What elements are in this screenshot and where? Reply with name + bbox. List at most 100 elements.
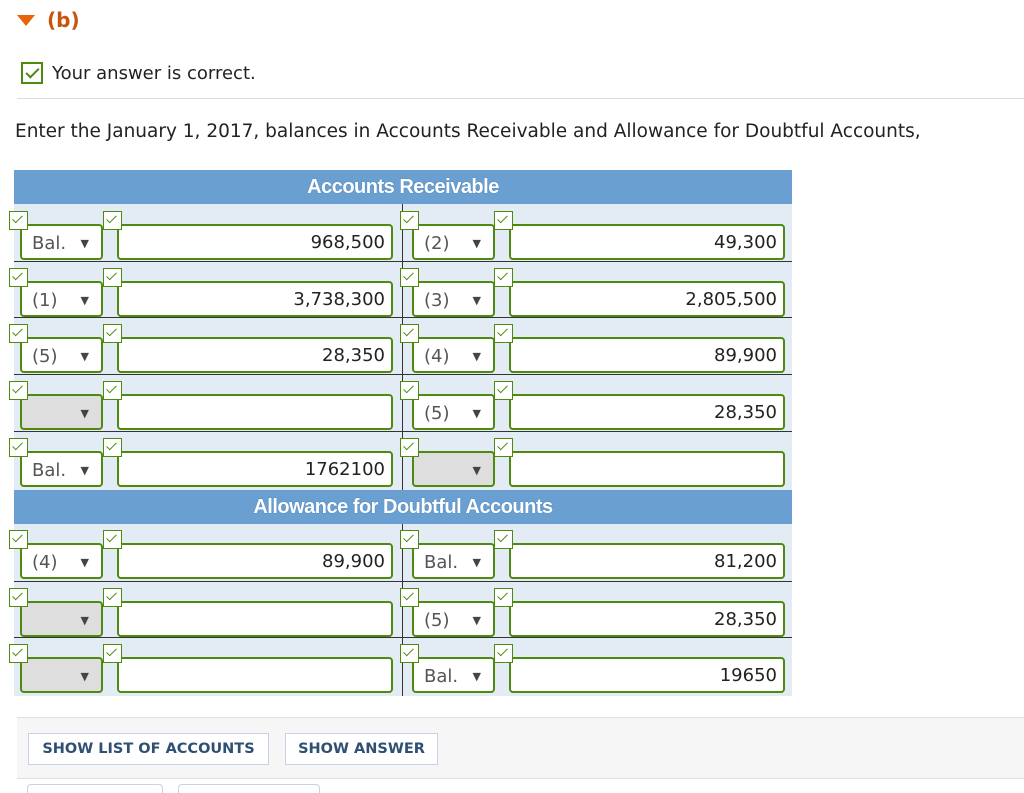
right-amount-input[interactable] [509,601,785,637]
t-vertical-line [402,524,403,696]
dropdown-arrow-icon: ▼ [80,556,89,569]
show-answer-button[interactable]: SHOW ANSWER [285,733,438,765]
right-entry-select[interactable]: (4) ▼ [412,337,495,373]
select-value: (2) [424,233,450,254]
right-entry-select[interactable]: Bal. ▼ [412,657,495,693]
select-value: Bal. [424,552,459,573]
part-b-toggle[interactable]: (b) [17,8,80,32]
row-separator [14,317,792,318]
select-value: (5) [424,403,450,424]
correct-check-icon [400,268,419,287]
correct-check-icon [400,324,419,343]
select-value: Bal. [424,666,459,687]
right-amount-input[interactable] [509,224,785,260]
left-amount-input[interactable] [117,224,393,260]
dropdown-arrow-icon: ▼ [472,670,481,683]
right-entry-select[interactable]: (5) ▼ [412,601,495,637]
left-amount-input[interactable] [117,281,393,317]
correct-check-icon [103,644,122,663]
part-label: (b) [47,8,80,32]
right-entry-select[interactable]: (3) ▼ [412,281,495,317]
select-value: (1) [32,290,58,311]
dropdown-arrow-icon: ▼ [80,350,89,363]
dropdown-arrow-icon: ▼ [80,294,89,307]
result-text: Your answer is correct. [52,62,256,84]
correct-check-icon [103,324,122,343]
correct-check-icon [103,530,122,549]
dropdown-arrow-icon: ▼ [472,407,481,420]
dropdown-arrow-icon: ▼ [80,670,89,683]
result-status: Your answer is correct. [21,62,256,84]
account-title: Accounts Receivable [14,170,792,204]
dropdown-arrow-icon: ▼ [80,614,89,627]
correct-check-icon [494,438,513,457]
right-amount-input[interactable] [509,657,785,693]
right-entry-select[interactable]: (5) ▼ [412,394,495,430]
action-bar: SHOW LIST OF ACCOUNTS SHOW ANSWER [17,717,1024,779]
dropdown-arrow-icon: ▼ [80,464,89,477]
row-separator [14,431,792,432]
correct-check-icon [400,381,419,400]
correct-check-icon [103,211,122,230]
correct-check-icon [494,324,513,343]
left-amount-input[interactable] [117,543,393,579]
right-amount-input[interactable] [509,394,785,430]
correct-check-icon [494,268,513,287]
correct-check-icon [9,644,28,663]
left-entry-select[interactable]: (1) ▼ [20,281,103,317]
left-entry-select[interactable]: ▼ [20,657,103,693]
left-amount-input[interactable] [117,451,393,487]
correct-check-icon [103,588,122,607]
select-value: (5) [424,610,450,631]
correct-check-icon [400,588,419,607]
correct-check-icon [9,530,28,549]
correct-check-icon [103,268,122,287]
correct-check-icon [494,211,513,230]
left-entry-select[interactable]: ▼ [20,394,103,430]
correct-check-icon [400,211,419,230]
select-value: (4) [32,552,58,573]
left-amount-input[interactable] [117,394,393,430]
right-amount-input[interactable] [509,451,785,487]
left-amount-input[interactable] [117,601,393,637]
right-amount-input[interactable] [509,337,785,373]
correct-check-icon [9,588,28,607]
select-value: (3) [424,290,450,311]
left-amount-input[interactable] [117,657,393,693]
bottom-tab[interactable] [178,784,320,793]
correct-check-icon [400,644,419,663]
left-entry-select[interactable]: (5) ▼ [20,337,103,373]
t-vertical-line [402,204,403,490]
correct-check-icon [400,438,419,457]
right-entry-select[interactable]: (2) ▼ [412,224,495,260]
select-value: (4) [424,346,450,367]
left-amount-input[interactable] [117,337,393,373]
show-list-of-accounts-button[interactable]: SHOW LIST OF ACCOUNTS [28,733,269,765]
checkmark-icon [21,62,43,84]
dropdown-arrow-icon: ▼ [472,464,481,477]
right-amount-input[interactable] [509,281,785,317]
correct-check-icon [494,644,513,663]
right-entry-select[interactable]: ▼ [412,451,495,487]
dropdown-arrow-icon: ▼ [80,407,89,420]
correct-check-icon [9,268,28,287]
row-separator [14,261,792,262]
divider [17,98,1024,99]
dropdown-arrow-icon: ▼ [472,294,481,307]
right-amount-input[interactable] [509,543,785,579]
select-value: (5) [32,346,58,367]
dropdown-arrow-icon: ▼ [80,237,89,250]
dropdown-arrow-icon: ▼ [472,614,481,627]
row-separator [14,637,792,638]
correct-check-icon [494,381,513,400]
left-entry-select[interactable]: Bal. ▼ [20,451,103,487]
question-prompt: Enter the January 1, 2017, balances in A… [15,121,921,142]
left-entry-select[interactable]: ▼ [20,601,103,637]
bottom-tab[interactable] [27,784,163,793]
left-entry-select[interactable]: Bal. ▼ [20,224,103,260]
row-separator [14,374,792,375]
dropdown-arrow-icon: ▼ [472,350,481,363]
right-entry-select[interactable]: Bal. ▼ [412,543,495,579]
account-title: Allowance for Doubtful Accounts [14,490,792,524]
left-entry-select[interactable]: (4) ▼ [20,543,103,579]
